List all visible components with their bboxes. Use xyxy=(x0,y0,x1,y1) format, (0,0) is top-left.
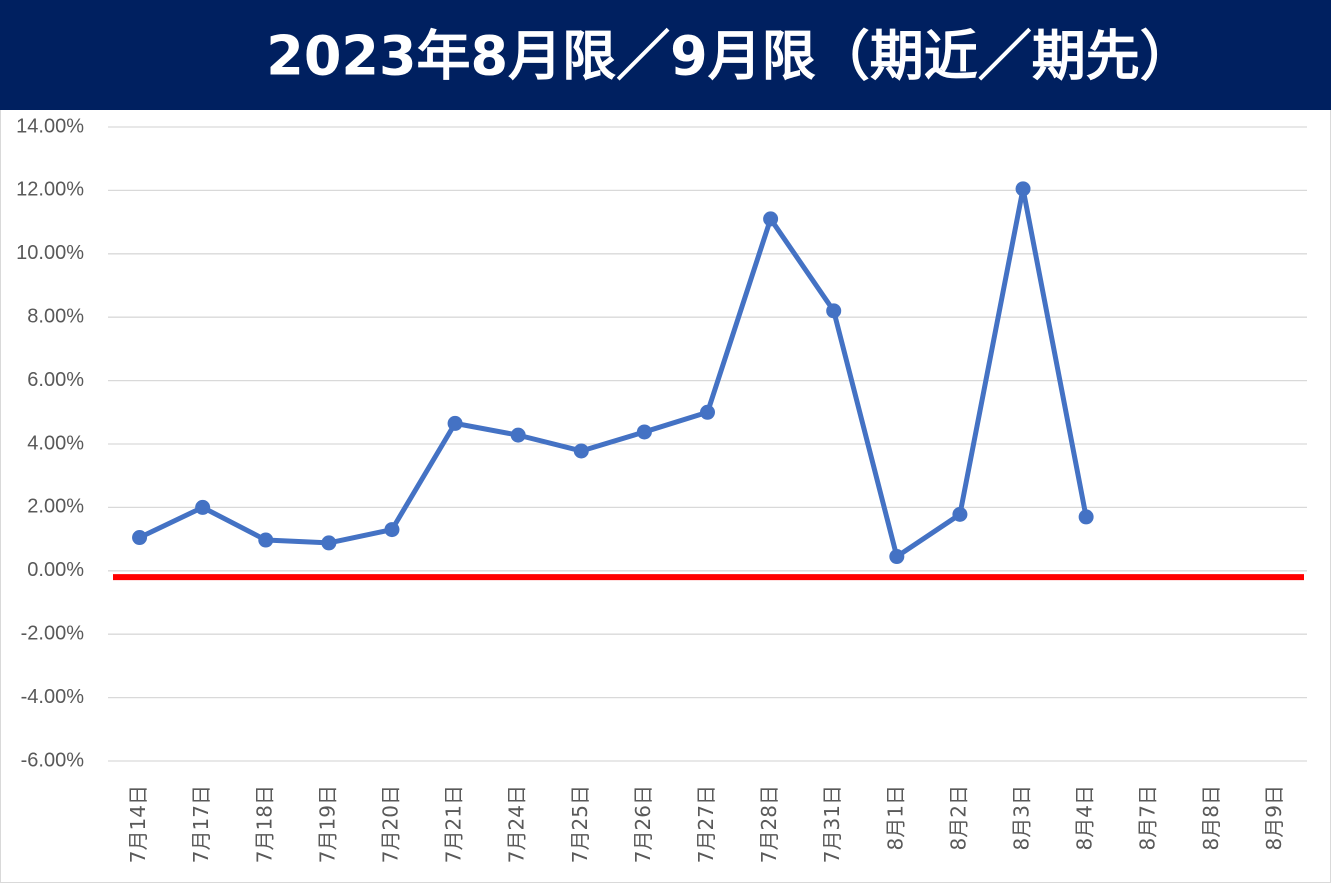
data-point xyxy=(132,530,148,546)
x-tick-label: 7月18日 xyxy=(252,785,276,863)
data-point xyxy=(636,424,652,440)
x-tick-label: 7月26日 xyxy=(631,785,655,863)
x-tick-label: 8月8日 xyxy=(1199,785,1223,850)
x-tick-label: 7月20日 xyxy=(378,785,402,863)
data-point xyxy=(1078,509,1094,525)
x-tick-label: 7月28日 xyxy=(757,785,781,863)
data-point xyxy=(763,211,779,227)
y-tick-label: 0.00% xyxy=(27,559,84,581)
x-tick-label: 7月17日 xyxy=(189,785,213,863)
x-tick-label: 8月1日 xyxy=(883,785,907,850)
x-tick-label: 8月2日 xyxy=(946,785,970,850)
data-point xyxy=(384,522,400,538)
data-point xyxy=(321,535,337,551)
y-tick-label: 12.00% xyxy=(16,179,84,201)
y-tick-label: 4.00% xyxy=(27,432,84,454)
x-tick-label: 8月7日 xyxy=(1136,785,1160,850)
y-tick-label: -2.00% xyxy=(21,622,85,644)
y-tick-label: 10.00% xyxy=(16,242,84,264)
y-tick-label: 14.00% xyxy=(16,115,84,137)
x-tick-label: 7月27日 xyxy=(694,785,718,863)
data-point xyxy=(447,415,463,431)
x-tick-label: 7月14日 xyxy=(126,785,150,863)
y-tick-label: 2.00% xyxy=(27,496,84,518)
data-point xyxy=(826,303,842,319)
title-banner xyxy=(0,0,1331,110)
data-point xyxy=(573,443,589,459)
x-tick-label: 7月19日 xyxy=(315,785,339,863)
x-tick-label: 7月25日 xyxy=(568,785,592,863)
data-point xyxy=(510,427,526,443)
x-tick-label: 8月9日 xyxy=(1262,785,1286,850)
x-tick-label: 7月21日 xyxy=(442,785,466,863)
y-tick-label: 6.00% xyxy=(27,369,84,391)
y-tick-label: -4.00% xyxy=(21,686,85,708)
data-point xyxy=(889,549,905,565)
x-tick-label: 7月24日 xyxy=(505,785,529,863)
data-point xyxy=(700,404,715,420)
data-point xyxy=(952,506,968,522)
x-tick-label: 8月4日 xyxy=(1073,785,1097,850)
data-point xyxy=(195,499,211,515)
data-point xyxy=(258,532,274,548)
x-tick-label: 8月3日 xyxy=(1010,785,1034,850)
chart-title: 2023年8月限／9月限（期近／期先） xyxy=(266,25,1193,88)
x-tick-label: 7月31日 xyxy=(820,785,844,863)
y-tick-label: 8.00% xyxy=(27,305,84,327)
data-point xyxy=(1015,181,1031,197)
y-tick-label: -6.00% xyxy=(21,749,85,771)
data-line xyxy=(138,186,1089,560)
